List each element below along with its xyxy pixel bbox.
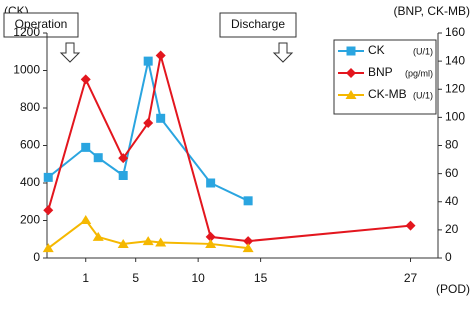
annotation-box bbox=[219, 12, 297, 38]
legend-label: BNP bbox=[368, 65, 393, 79]
y2-tick-label: 100 bbox=[445, 110, 465, 124]
series-line bbox=[47, 60, 249, 202]
y-tick-label: 400 bbox=[20, 175, 40, 189]
data-point bbox=[142, 236, 154, 246]
y-tick-label: 200 bbox=[20, 213, 40, 227]
data-point bbox=[155, 237, 167, 247]
data-point bbox=[143, 56, 153, 66]
legend-unit: (U/1) bbox=[413, 90, 433, 100]
data-point bbox=[118, 153, 129, 164]
data-point bbox=[81, 142, 91, 152]
data-point bbox=[43, 205, 54, 216]
data-point bbox=[206, 178, 216, 188]
data-point bbox=[42, 243, 54, 253]
data-point bbox=[80, 74, 91, 85]
legend-marker bbox=[345, 90, 357, 99]
y-tick-label: 1000 bbox=[13, 63, 40, 77]
data-point bbox=[405, 220, 416, 231]
annotation: Operation bbox=[15, 17, 68, 31]
y-tick-label: 600 bbox=[20, 138, 40, 152]
x-axis-label: (POD) bbox=[436, 282, 470, 296]
data-point bbox=[117, 238, 129, 248]
arrow bbox=[272, 42, 294, 63]
y-tick-label: 0 bbox=[33, 250, 40, 264]
data-point bbox=[242, 243, 254, 253]
arrow bbox=[59, 42, 81, 63]
y2-tick-label: 160 bbox=[445, 25, 465, 39]
data-point bbox=[205, 238, 217, 248]
data-point bbox=[143, 118, 154, 128]
data-point bbox=[156, 113, 166, 123]
y2-tick-label: 80 bbox=[445, 138, 459, 152]
x-tick-label: 5 bbox=[132, 271, 139, 285]
legend-unit: (pg/ml) bbox=[405, 68, 433, 78]
y2-tick-label: 140 bbox=[445, 53, 465, 67]
y-tick-label: 1200 bbox=[13, 25, 40, 39]
legend-label: CK bbox=[368, 43, 385, 57]
x-tick-label: 1 bbox=[82, 271, 89, 285]
data-point bbox=[155, 50, 166, 61]
y2-tick-label: 60 bbox=[445, 166, 459, 180]
y2-tick-label: 0 bbox=[445, 250, 452, 264]
data-point bbox=[93, 153, 103, 163]
data-point bbox=[80, 215, 92, 225]
data-point bbox=[243, 236, 254, 247]
y2-tick-label: 120 bbox=[445, 81, 465, 95]
y2-tick-label: 40 bbox=[445, 194, 459, 208]
y2-axis-label: (BNP, CK-MB) bbox=[394, 4, 470, 18]
data-point bbox=[118, 171, 128, 180]
data-point bbox=[205, 231, 216, 242]
y2-tick-label: 20 bbox=[445, 222, 459, 236]
data-point bbox=[243, 196, 253, 206]
x-tick-label: 10 bbox=[191, 271, 205, 285]
legend-marker bbox=[346, 46, 356, 56]
legend-unit: (U/1) bbox=[413, 46, 433, 56]
legend-label: CK-MB bbox=[368, 87, 407, 101]
data-point bbox=[92, 231, 104, 241]
x-tick-label: 15 bbox=[254, 271, 268, 285]
data-point bbox=[43, 172, 53, 182]
legend-marker bbox=[346, 68, 356, 78]
y-tick-label: 800 bbox=[20, 100, 40, 114]
series-line bbox=[47, 55, 411, 243]
annotation-box bbox=[3, 12, 79, 38]
x-tick-label: 27 bbox=[404, 271, 418, 285]
annotation: Discharge bbox=[231, 17, 285, 31]
